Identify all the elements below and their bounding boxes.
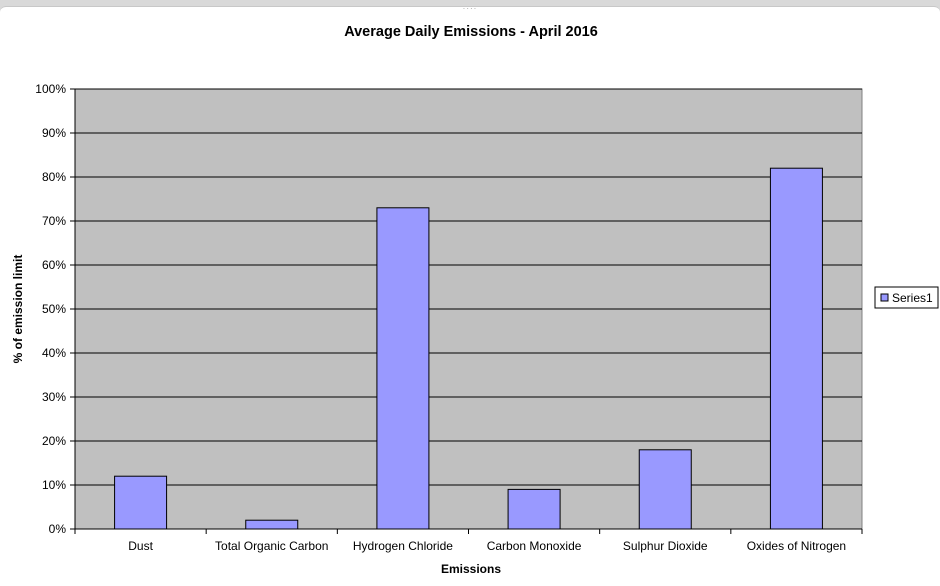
bar bbox=[114, 475, 168, 530]
y-tick-label: 60% bbox=[42, 258, 66, 272]
legend-label: Series1 bbox=[892, 291, 933, 305]
bar bbox=[245, 519, 299, 530]
x-tick-label: Sulphur Dioxide bbox=[623, 539, 708, 553]
x-tick-label: Total Organic Carbon bbox=[215, 539, 328, 553]
y-tick-label: 30% bbox=[42, 390, 66, 404]
chart-title: Average Daily Emissions - April 2016 bbox=[344, 24, 598, 40]
legend-box bbox=[874, 286, 939, 309]
bar bbox=[638, 449, 692, 530]
x-tick-label: Hydrogen Chloride bbox=[353, 539, 453, 553]
bar bbox=[507, 488, 561, 530]
x-axis: Dust Total Organic Carbon Hydrogen Chlorid… bbox=[74, 528, 863, 553]
y-axis: 0% 10% 20% 30% 40% 50% 60% 70% 80% 90% 100% bbox=[35, 82, 76, 536]
y-tick-label: 70% bbox=[42, 214, 66, 228]
x-tick-label: Carbon Monoxide bbox=[487, 539, 582, 553]
x-tick-label: Oxides of Nitrogen bbox=[747, 539, 846, 553]
y-tick-label: 40% bbox=[42, 346, 66, 360]
y-tick-label: 80% bbox=[42, 170, 66, 184]
legend: Series1 bbox=[874, 286, 939, 309]
window-resize-grip[interactable]: ···· bbox=[462, 4, 478, 13]
y-axis-title: % of emission limit bbox=[11, 255, 25, 364]
y-tick-label: 0% bbox=[49, 522, 67, 536]
bars bbox=[114, 167, 823, 530]
bar bbox=[769, 167, 823, 530]
x-axis-title: Emissions bbox=[441, 562, 501, 576]
gridlines bbox=[75, 88, 862, 486]
bar bbox=[376, 207, 430, 530]
y-tick-label: 10% bbox=[42, 478, 66, 492]
y-tick-label: 20% bbox=[42, 434, 66, 448]
y-tick-label: 100% bbox=[35, 82, 66, 96]
y-tick-label: 90% bbox=[42, 126, 66, 140]
legend-swatch bbox=[880, 293, 889, 302]
x-tick-label: Dust bbox=[128, 539, 153, 553]
y-tick-label: 50% bbox=[42, 302, 66, 316]
